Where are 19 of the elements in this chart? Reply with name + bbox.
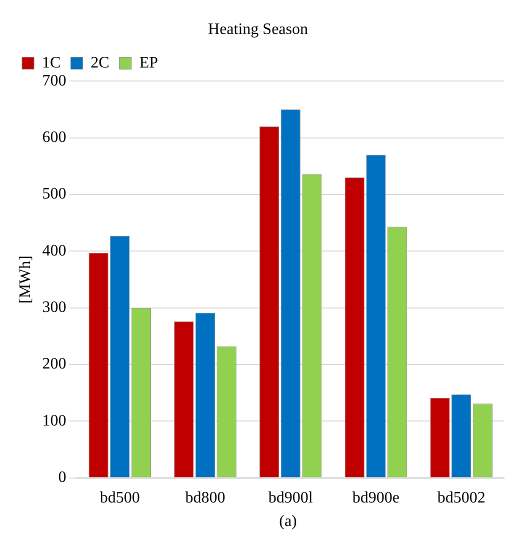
y-tick-label: 600: [42, 129, 66, 146]
y-tick-label: 200: [42, 356, 66, 373]
y-tick-label: 500: [42, 186, 66, 203]
legend-label: 1C: [42, 54, 61, 72]
x-tick-label: bd900l: [268, 490, 314, 507]
y-tick-label: 700: [42, 72, 66, 90]
x-tick-label: bd500: [100, 490, 140, 507]
y-tick-label: 300: [42, 299, 66, 316]
legend-label: 2C: [90, 54, 110, 72]
x-tick-label: bd800: [185, 490, 226, 507]
y-tick-label: 100: [42, 412, 66, 430]
y-tick-label: 400: [42, 242, 66, 260]
y-tick-label: 0: [58, 469, 66, 486]
legend-label: EP: [139, 54, 158, 72]
y-axis-title: [MWh]: [16, 256, 34, 304]
text: (a): [278, 513, 298, 531]
x-tick-label: bd900e: [352, 490, 400, 507]
x-tick-label: bd5002: [437, 490, 486, 507]
chart-title: Heating Season: [208, 20, 308, 38]
